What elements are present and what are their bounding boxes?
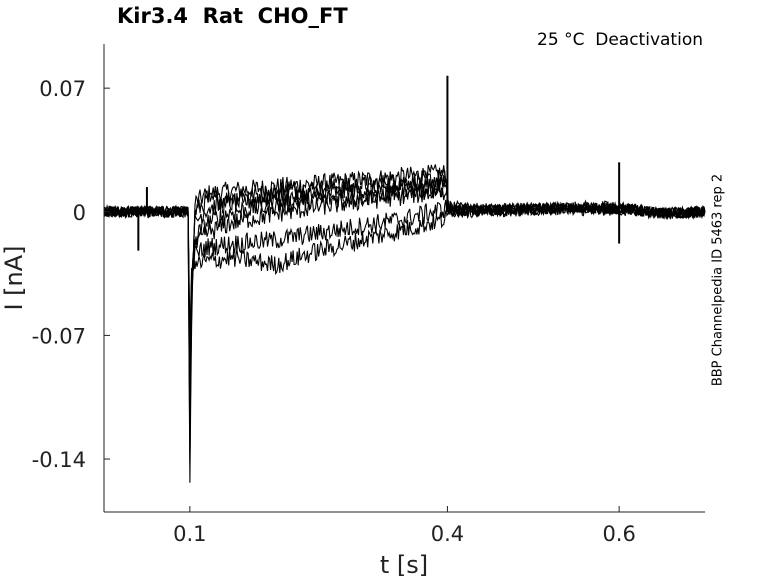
series-line-7 [103, 203, 706, 335]
axes-group: 0.1 0.4 0.6 0.07 0 -0.07 -0.14 [32, 44, 705, 546]
y-tick-label-3: -0.07 [32, 324, 86, 348]
y-tick-label-1: 0.07 [39, 77, 86, 101]
trace-group [103, 75, 706, 483]
chart-annotation: 25 °C Deactivation [537, 30, 703, 50]
series-line-5 [103, 184, 706, 367]
x-axis-label: t [s] [379, 551, 429, 579]
x-tick-label-3: 0.6 [602, 522, 635, 546]
y-tick-label-2: 0 [73, 201, 86, 225]
series-line-4 [103, 178, 706, 388]
series-line-2 [103, 168, 706, 464]
x-tick-label-2: 0.4 [431, 522, 464, 546]
y-tick-label-4: -0.14 [32, 448, 86, 472]
x-tick-label-1: 0.1 [173, 522, 206, 546]
chart-title: Kir3.4 Rat CHO_FT [117, 4, 348, 28]
